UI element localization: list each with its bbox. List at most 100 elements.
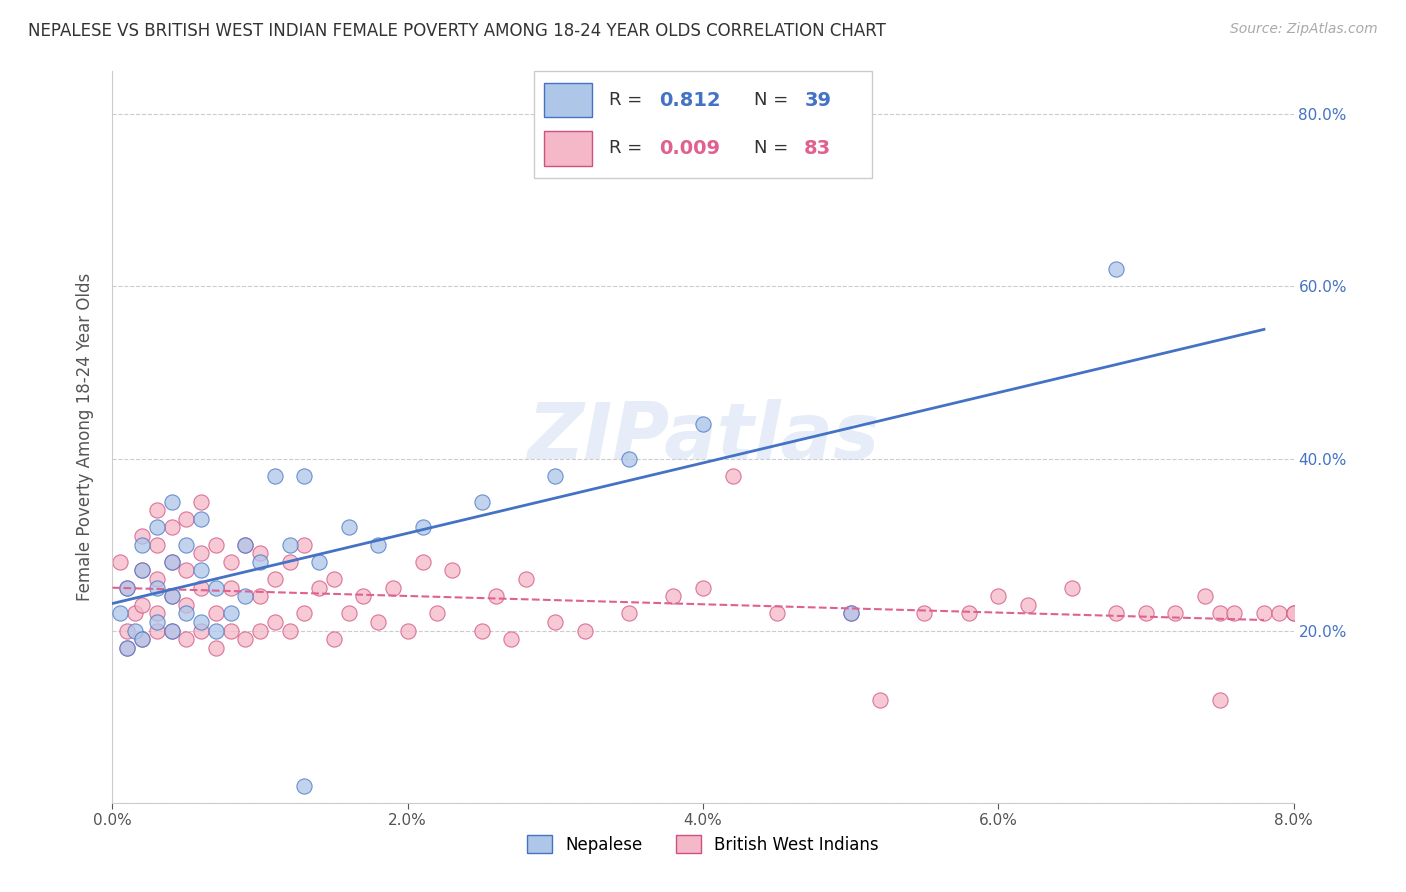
Point (131, 632, 153, 647)
FancyBboxPatch shape (534, 71, 872, 178)
Text: 0.812: 0.812 (659, 91, 721, 110)
Point (146, 520, 169, 534)
Text: N =: N = (754, 139, 793, 157)
Point (108, 555, 131, 569)
Point (367, 615, 389, 629)
Point (914, 607, 936, 621)
Point (205, 538, 228, 552)
Point (441, 564, 464, 578)
Point (619, 607, 641, 621)
Point (233, 589, 256, 603)
Point (662, 589, 685, 603)
Point (124, 607, 146, 621)
Point (308, 555, 330, 569)
Point (190, 624, 212, 638)
Text: N =: N = (754, 91, 793, 109)
Point (146, 581, 169, 595)
Point (396, 624, 419, 638)
Point (219, 555, 242, 569)
Point (146, 624, 169, 638)
Text: R =: R = (609, 91, 648, 109)
Point (292, 779, 315, 793)
Point (146, 607, 169, 621)
Bar (544, 83, 592, 118)
Point (131, 564, 153, 578)
Point (352, 589, 374, 603)
Point (292, 607, 315, 621)
Point (323, 572, 346, 586)
Point (987, 589, 1010, 603)
Point (765, 607, 787, 621)
Bar (544, 131, 592, 166)
Point (233, 538, 256, 552)
Point (544, 615, 567, 629)
Point (264, 572, 287, 586)
Point (1062, 581, 1084, 595)
Point (205, 640, 228, 655)
Point (160, 589, 183, 603)
Legend: Nepalese, British West Indians: Nepalese, British West Indians (520, 829, 886, 860)
Point (146, 572, 169, 586)
Point (1194, 589, 1216, 603)
Point (233, 538, 256, 552)
Point (131, 529, 153, 543)
Point (219, 581, 242, 595)
Point (108, 607, 131, 621)
Point (174, 607, 197, 621)
Point (249, 589, 271, 603)
Point (278, 624, 301, 638)
Point (692, 581, 714, 595)
Point (515, 572, 537, 586)
Point (1253, 607, 1275, 621)
Point (412, 555, 434, 569)
Point (174, 632, 197, 647)
Point (367, 538, 389, 552)
Point (264, 468, 287, 483)
Point (249, 555, 271, 569)
Point (174, 512, 197, 526)
Point (308, 581, 330, 595)
Point (1135, 607, 1157, 621)
Point (471, 494, 494, 508)
Text: 0.009: 0.009 (659, 139, 720, 158)
Point (190, 581, 212, 595)
Point (160, 520, 183, 534)
Point (1282, 607, 1305, 621)
Point (264, 615, 287, 629)
Point (337, 607, 360, 621)
Point (1208, 607, 1232, 621)
Point (190, 615, 212, 629)
Point (485, 589, 508, 603)
Point (1017, 598, 1039, 612)
Point (117, 640, 138, 655)
Point (146, 503, 169, 517)
Point (146, 538, 169, 552)
Point (957, 607, 980, 621)
Point (839, 607, 862, 621)
Point (1282, 607, 1305, 621)
Point (249, 624, 271, 638)
Point (117, 624, 138, 638)
Point (160, 624, 183, 638)
Point (174, 598, 197, 612)
Point (117, 640, 138, 655)
Point (160, 624, 183, 638)
Point (190, 512, 212, 526)
Point (471, 624, 494, 638)
Text: ZIPatlas: ZIPatlas (527, 399, 879, 475)
Y-axis label: Female Poverty Among 18-24 Year Olds: Female Poverty Among 18-24 Year Olds (76, 273, 94, 601)
Point (1164, 607, 1187, 621)
Point (1208, 692, 1232, 706)
Point (205, 607, 228, 621)
Point (337, 520, 360, 534)
Point (146, 615, 169, 629)
Text: 39: 39 (804, 91, 831, 110)
Point (160, 589, 183, 603)
Point (190, 494, 212, 508)
Point (160, 555, 183, 569)
Point (219, 624, 242, 638)
Point (323, 632, 346, 647)
Point (117, 581, 138, 595)
Point (721, 468, 744, 483)
Point (692, 417, 714, 432)
